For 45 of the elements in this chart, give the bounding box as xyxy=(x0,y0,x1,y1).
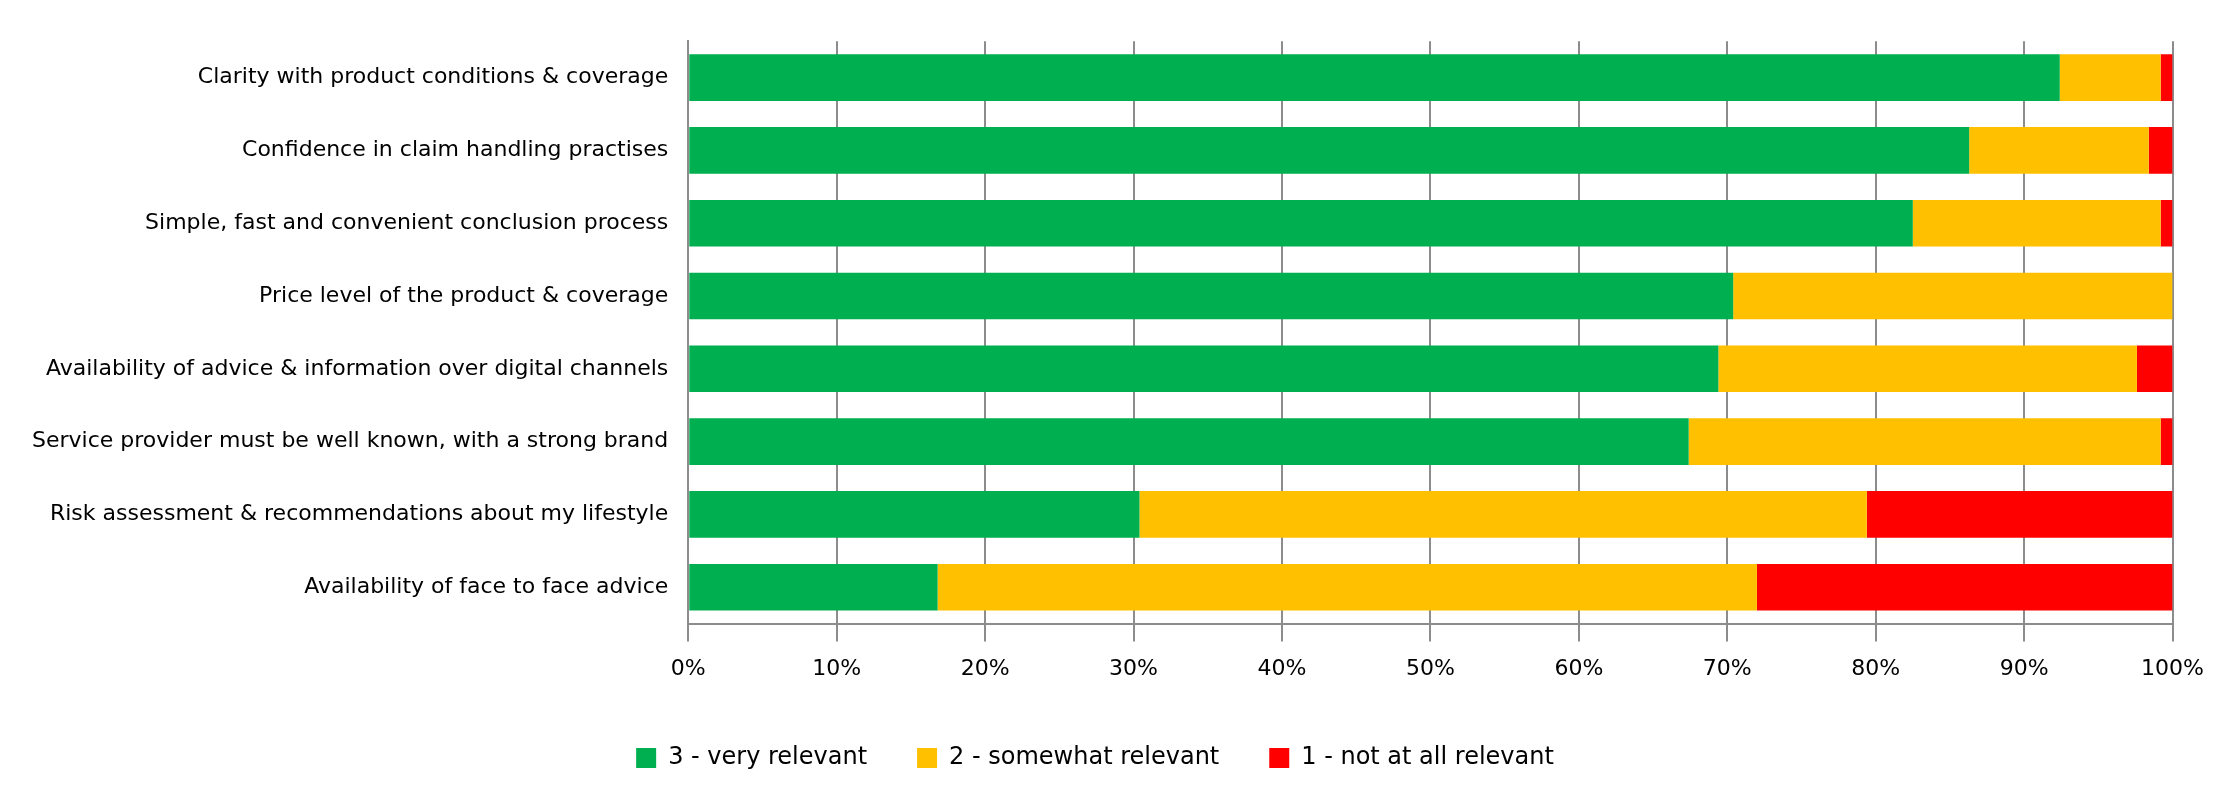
bar xyxy=(1866,491,2173,538)
bar xyxy=(689,491,1140,538)
y-tick-label: Clarity with product conditions & coverage xyxy=(197,63,669,89)
y-tick-label: Price level of the product & coverage xyxy=(259,281,669,307)
bar xyxy=(2136,345,2173,393)
x-tick-label: 30% xyxy=(1109,654,1159,680)
legend-label: 3 - very relevant xyxy=(668,742,868,771)
bar xyxy=(2059,54,2161,101)
y-tick-label: Confidence in claim handling practises xyxy=(242,136,669,162)
bar xyxy=(2160,54,2173,101)
y-tick-label: Simple, fast and convenient conclusion process xyxy=(145,208,669,234)
x-tick-label: 40% xyxy=(1257,654,1307,680)
bar xyxy=(937,563,1757,611)
bar xyxy=(1756,563,2173,611)
bar xyxy=(689,199,1913,247)
bar xyxy=(1969,127,2149,174)
x-tick-label: 20% xyxy=(960,654,1010,680)
bar xyxy=(689,418,1689,465)
bar xyxy=(689,127,1970,174)
x-tick-label: 100% xyxy=(2141,654,2205,680)
bar xyxy=(2148,127,2173,174)
y-tick-label: Service provider must be well known, with a strong brand xyxy=(31,427,669,453)
x-tick-label: 0% xyxy=(670,654,706,680)
bar xyxy=(1718,345,2137,393)
bar xyxy=(2160,418,2173,465)
x-tick-label: 90% xyxy=(1999,654,2049,680)
x-tick-label: 10% xyxy=(812,654,862,680)
bar xyxy=(689,54,2060,101)
bar xyxy=(689,272,1734,320)
x-tick-label: 50% xyxy=(1405,654,1455,680)
bar xyxy=(689,345,1719,393)
y-tick-label: Availability of advice & information over digital channels xyxy=(45,354,669,380)
bar xyxy=(2160,199,2173,247)
legend-label: 1 - not at all relevant xyxy=(1301,742,1554,771)
y-tick-label: Risk assessment & recommendations about my lifestyle xyxy=(49,500,669,526)
legend-label: 2 - somewhat relevant xyxy=(949,742,1220,771)
bar xyxy=(1733,272,2173,320)
bar xyxy=(1912,199,2161,247)
x-tick-label: 60% xyxy=(1554,654,1604,680)
y-tick-label: Availability of face to face advice xyxy=(304,572,669,598)
bar xyxy=(1139,491,1867,538)
bar xyxy=(1688,418,2161,465)
x-tick-label: 80% xyxy=(1851,654,1901,680)
x-tick-label: 70% xyxy=(1702,654,1752,680)
bar xyxy=(689,563,938,611)
